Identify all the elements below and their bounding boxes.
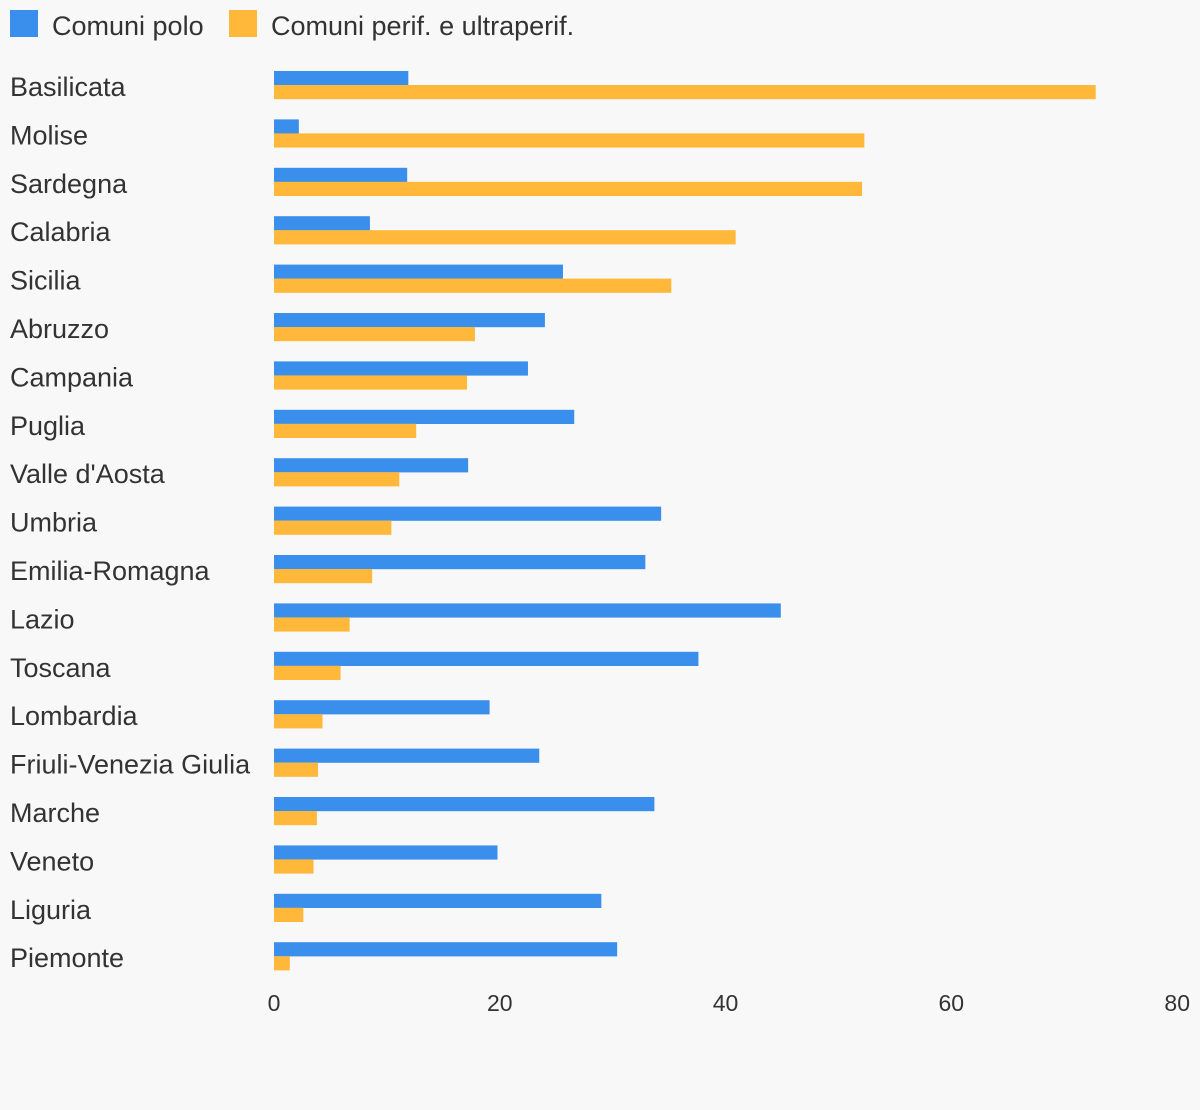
bar-comuni-perif-e-ultraperif-umbria <box>274 520 392 535</box>
bar-comuni-polo-piemonte <box>274 942 618 957</box>
category-label-valle-d-aosta: Valle d'Aosta <box>10 459 166 489</box>
bar-comuni-polo-sicilia <box>274 264 563 279</box>
bar-comuni-perif-e-ultraperif-lazio <box>274 617 350 632</box>
bar-comuni-perif-e-ultraperif-sardegna <box>274 181 863 196</box>
x-tick-label-20: 20 <box>487 990 513 1016</box>
bar-comuni-polo-veneto <box>274 845 498 860</box>
x-tick-label-0: 0 <box>268 990 281 1016</box>
category-label-toscana: Toscana <box>10 653 112 683</box>
bar-comuni-perif-e-ultraperif-puglia <box>274 423 417 438</box>
bar-comuni-polo-emilia-romagna <box>274 555 646 570</box>
bar-comuni-polo-molise <box>274 119 299 134</box>
x-axis-ticks: 0 20 40 60 80 <box>268 990 1190 1016</box>
bar-comuni-polo-valle-d-aosta <box>274 458 469 473</box>
bar-comuni-perif-e-ultraperif-calabria <box>274 230 736 245</box>
bar-comuni-polo-puglia <box>274 409 575 424</box>
legend: Comuni polo Comuni perif. e ultraperif. <box>10 10 574 41</box>
bar-comuni-perif-e-ultraperif-marche <box>274 811 317 826</box>
bar-comuni-perif-e-ultraperif-toscana <box>274 665 341 680</box>
bar-comuni-perif-e-ultraperif-sicilia <box>274 278 672 293</box>
x-tick-label-40: 40 <box>713 990 739 1016</box>
bar-comuni-perif-e-ultraperif-liguria <box>274 907 304 922</box>
bar-comuni-perif-e-ultraperif-piemonte <box>274 956 290 971</box>
category-label-sardegna: Sardegna <box>10 169 128 199</box>
bar-comuni-polo-lazio <box>274 603 781 618</box>
category-label-marche: Marche <box>10 798 100 828</box>
category-label-lazio: Lazio <box>10 604 75 634</box>
category-label-friuli-venezia-giulia: Friuli-Venezia Giulia <box>10 750 251 780</box>
category-label-liguria: Liguria <box>10 895 92 925</box>
bar-comuni-polo-liguria <box>274 893 602 908</box>
bar-comuni-perif-e-ultraperif-basilicata <box>274 85 1096 100</box>
bar-comuni-perif-e-ultraperif-valle-d-aosta <box>274 472 400 487</box>
category-label-basilicata: Basilicata <box>10 72 127 102</box>
bar-comuni-perif-e-ultraperif-campania <box>274 375 468 390</box>
bar-comuni-polo-marche <box>274 797 655 812</box>
bar-comuni-polo-campania <box>274 361 528 376</box>
bar-comuni-perif-e-ultraperif-friuli-venezia-giulia <box>274 762 319 777</box>
bar-comuni-perif-e-ultraperif-molise <box>274 133 865 148</box>
bar-comuni-polo-calabria <box>274 216 370 231</box>
category-label-sicilia: Sicilia <box>10 266 82 296</box>
category-label-campania: Campania <box>10 362 134 392</box>
legend-swatch-comuni-periferici <box>229 10 257 37</box>
bar-comuni-polo-toscana <box>274 651 699 666</box>
bar-comuni-polo-basilicata <box>274 71 409 86</box>
category-label-emilia-romagna: Emilia-Romagna <box>10 556 211 586</box>
bars <box>274 71 1096 971</box>
legend-swatch-comuni-polo <box>10 10 38 37</box>
category-label-molise: Molise <box>10 120 88 150</box>
bar-comuni-polo-sardegna <box>274 167 408 182</box>
category-label-abruzzo: Abruzzo <box>10 314 109 344</box>
category-label-piemonte: Piemonte <box>10 943 124 973</box>
bar-comuni-perif-e-ultraperif-emilia-romagna <box>274 569 373 584</box>
category-label-lombardia: Lombardia <box>10 701 139 731</box>
bar-comuni-polo-umbria <box>274 506 662 521</box>
x-tick-label-80: 80 <box>1164 990 1190 1016</box>
bar-comuni-perif-e-ultraperif-veneto <box>274 859 314 874</box>
category-labels: Basilicata Molise Sardegna Calabria Sicilia A… <box>10 72 251 973</box>
category-label-umbria: Umbria <box>10 508 98 538</box>
category-label-veneto: Veneto <box>10 846 94 876</box>
category-label-puglia: Puglia <box>10 411 86 441</box>
category-label-calabria: Calabria <box>10 217 112 247</box>
bar-comuni-polo-lombardia <box>274 700 490 715</box>
bar-comuni-polo-friuli-venezia-giulia <box>274 748 540 763</box>
x-tick-label-60: 60 <box>938 990 964 1016</box>
bar-comuni-perif-e-ultraperif-lombardia <box>274 714 323 729</box>
bar-comuni-perif-e-ultraperif-abruzzo <box>274 327 475 342</box>
legend-label-comuni-polo: Comuni polo <box>52 11 204 41</box>
bar-comuni-polo-abruzzo <box>274 313 545 328</box>
legend-label-comuni-periferici: Comuni perif. e ultraperif. <box>271 11 574 41</box>
